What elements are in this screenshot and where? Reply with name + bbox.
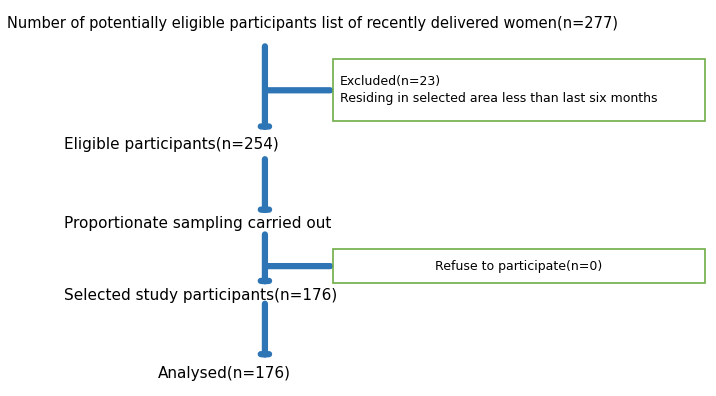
Text: Selected study participants(n=176): Selected study participants(n=176) — [64, 287, 338, 303]
FancyBboxPatch shape — [333, 59, 705, 121]
Text: Excluded(n=23)
Residing in selected area less than last six months: Excluded(n=23) Residing in selected area… — [340, 75, 657, 105]
Text: Eligible participants(n=254): Eligible participants(n=254) — [64, 137, 279, 152]
Text: Analysed(n=176): Analysed(n=176) — [158, 366, 291, 381]
FancyBboxPatch shape — [333, 249, 705, 283]
Text: Proportionate sampling carried out: Proportionate sampling carried out — [64, 216, 332, 231]
Text: Refuse to participate(n=0): Refuse to participate(n=0) — [435, 260, 603, 273]
Text: Number of potentially eligible participants list of recently delivered women(n=2: Number of potentially eligible participa… — [7, 16, 618, 31]
